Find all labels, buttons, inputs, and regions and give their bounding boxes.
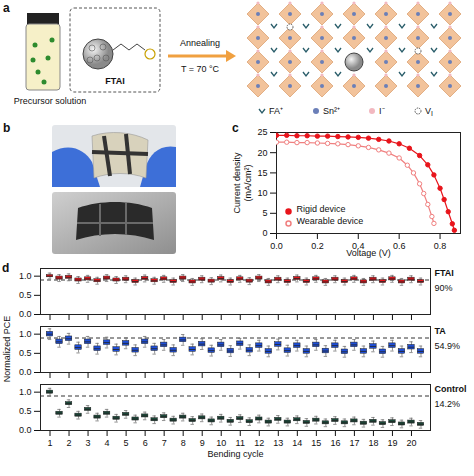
html-text:b: b	[3, 121, 11, 135]
svg-text:10: 10	[257, 188, 267, 198]
svg-text:17: 17	[349, 438, 359, 448]
svg-text:1.0: 1.0	[19, 271, 32, 281]
svg-text:Bending cycle: Bending cycle	[207, 449, 263, 459]
html-text:Normalized PCE: Normalized PCE	[2, 315, 12, 383]
svg-text:0.6: 0.6	[393, 241, 406, 251]
svg-text:20: 20	[257, 148, 267, 158]
svg-text:5: 5	[124, 438, 129, 448]
html-text:c: c	[232, 121, 239, 135]
svg-text:7: 7	[162, 438, 167, 448]
svg-text:13: 13	[273, 438, 283, 448]
html-text:Current density (mA/cm²): Current density (mA/cm²)	[232, 152, 253, 213]
svg-text:4: 4	[105, 438, 110, 448]
svg-text:0.8: 0.8	[434, 241, 447, 251]
html-text:a: a	[3, 1, 10, 15]
svg-text:0.4: 0.4	[352, 240, 365, 251]
svg-text:16: 16	[330, 438, 340, 448]
svg-text:Voltage (V): Voltage (V)	[346, 248, 391, 258]
svg-text:9: 9	[200, 438, 205, 448]
svg-text:FTAI: FTAI	[105, 76, 124, 86]
svg-text:15: 15	[257, 168, 267, 178]
svg-text:14.2%: 14.2%	[435, 399, 461, 409]
svg-text:0.2: 0.2	[311, 241, 324, 251]
svg-text:0.0: 0.0	[19, 425, 32, 435]
svg-text:5: 5	[262, 208, 267, 218]
svg-text:20: 20	[406, 438, 416, 448]
svg-text:0.0: 0.0	[19, 367, 32, 377]
svg-text:FA⁺: FA⁺	[269, 106, 283, 116]
svg-text:0.5: 0.5	[19, 406, 32, 416]
svg-text:Sn²⁺: Sn²⁺	[323, 106, 340, 116]
svg-text:I⁻: I⁻	[379, 106, 385, 116]
svg-text:90%: 90%	[435, 283, 453, 293]
svg-text:15: 15	[311, 438, 321, 448]
svg-text:Rigid device: Rigid device	[297, 204, 346, 214]
svg-text:Precursor solution: Precursor solution	[14, 96, 87, 106]
svg-text:2: 2	[67, 438, 72, 448]
svg-text:FTAI: FTAI	[435, 268, 454, 278]
svg-text:18: 18	[368, 438, 378, 448]
svg-text:0.5: 0.5	[19, 290, 32, 300]
svg-text:19: 19	[387, 438, 397, 448]
svg-text:54.9%: 54.9%	[435, 341, 461, 351]
svg-text:Wearable device: Wearable device	[297, 216, 364, 226]
svg-text:Control: Control	[435, 384, 467, 394]
svg-text:1: 1	[48, 438, 53, 448]
svg-text:Annealing: Annealing	[180, 38, 220, 48]
svg-text:14: 14	[292, 438, 302, 448]
svg-text:0.0: 0.0	[19, 309, 32, 319]
svg-text:0.5: 0.5	[19, 348, 32, 358]
svg-text:VI: VI	[425, 106, 433, 117]
svg-text:8: 8	[181, 438, 186, 448]
svg-text:0.0: 0.0	[270, 241, 283, 251]
svg-text:1.0: 1.0	[19, 387, 32, 397]
svg-text:6: 6	[143, 438, 148, 448]
svg-text:0: 0	[262, 228, 267, 238]
svg-text:12: 12	[254, 438, 264, 448]
svg-text:T = 70 °C: T = 70 °C	[181, 64, 220, 74]
svg-text:1.0: 1.0	[19, 329, 32, 339]
svg-text:TA: TA	[435, 326, 447, 336]
svg-text:10: 10	[216, 438, 226, 448]
svg-text:11: 11	[236, 438, 245, 448]
svg-text:3: 3	[86, 438, 91, 448]
html-text:d: d	[2, 261, 10, 275]
svg-text:25: 25	[257, 127, 267, 137]
